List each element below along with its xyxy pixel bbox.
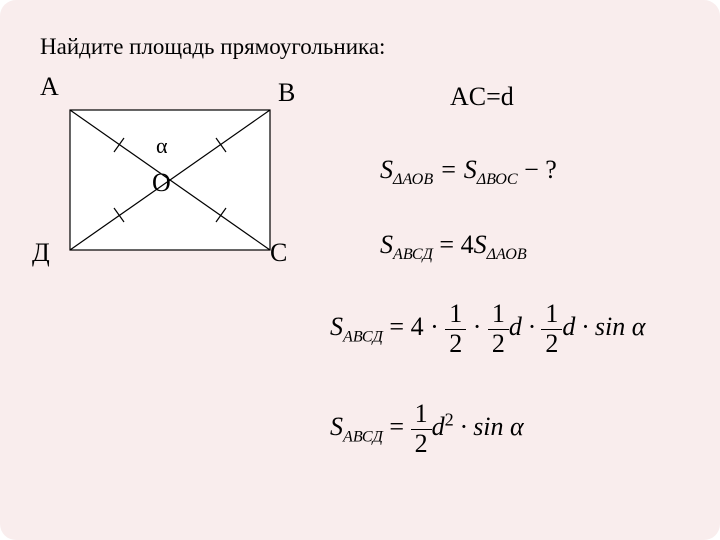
f3-frac2: 12	[488, 300, 509, 358]
f3-mid1: ·	[466, 312, 488, 341]
f3-mid2: d ·	[509, 312, 542, 341]
f2-s2: S	[474, 230, 487, 259]
f3-tail: d · sin α	[562, 312, 645, 341]
f3-frac2-num: 1	[488, 300, 509, 330]
title: Найдите площадь прямоугольника:	[40, 34, 385, 60]
f3-eq: = 4 ·	[383, 312, 445, 341]
given-text: AC=d	[450, 82, 514, 112]
f4-tail: · sin α	[454, 412, 524, 441]
vertex-d-label: Д	[32, 238, 50, 268]
f3-frac3: 12	[541, 300, 562, 358]
slide: Найдите площадь прямоугольника: А В С Д …	[0, 0, 720, 540]
f2-s1: S	[380, 230, 393, 259]
vertex-a-label: А	[40, 72, 59, 102]
f3-s1: S	[330, 312, 343, 341]
f3-frac1-num: 1	[445, 300, 466, 330]
vertex-c-label: С	[270, 238, 287, 268]
formula-3: SАВСД = 4 · 12 · 12d · 12d · sin α	[330, 300, 645, 358]
f3-sub1: АВСД	[343, 328, 383, 345]
f1-eq: =	[433, 155, 464, 184]
f3-frac1-den: 2	[445, 330, 466, 359]
f4-frac-den: 2	[411, 430, 432, 459]
vertex-b-label: В	[278, 78, 295, 108]
f4-s1: S	[330, 412, 343, 441]
f4-frac: 12	[411, 400, 432, 458]
f1-sub2: ΔВОС	[477, 171, 518, 188]
f2-sub1: АВСД	[393, 246, 433, 263]
formula-4: SАВСД = 12d2 · sin α	[330, 400, 524, 458]
f3-frac3-num: 1	[541, 300, 562, 330]
angle-alpha-label: α	[156, 133, 168, 159]
f4-eq: =	[383, 412, 411, 441]
f2-sub2: ΔАОВ	[487, 246, 527, 263]
f4-frac-num: 1	[411, 400, 432, 430]
center-o-label: О	[152, 168, 171, 198]
f1-sub1: ΔАОВ	[393, 171, 433, 188]
f1-tail: − ?	[518, 155, 557, 184]
formula-2: SАВСД = 4SΔАОВ	[380, 230, 527, 264]
f4-sub1: АВСД	[343, 428, 383, 445]
formula-1: SΔАОВ = SΔВОС − ?	[380, 155, 557, 189]
f4-sq: 2	[445, 409, 454, 429]
f3-frac3-den: 2	[541, 330, 562, 359]
f1-s2: S	[464, 155, 477, 184]
f3-frac2-den: 2	[488, 330, 509, 359]
f4-d: d	[432, 412, 445, 441]
f3-frac1: 12	[445, 300, 466, 358]
f1-s1: S	[380, 155, 393, 184]
f2-eq: = 4	[433, 230, 474, 259]
